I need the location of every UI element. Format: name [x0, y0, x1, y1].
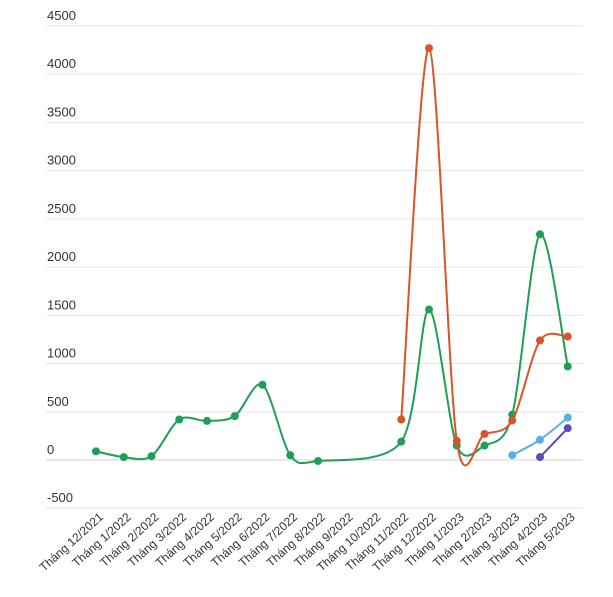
y-tick-label: -500 — [47, 490, 73, 505]
series-line — [400, 47, 568, 467]
y-tick-label: 2000 — [47, 249, 76, 264]
data-point[interactable] — [508, 416, 517, 425]
data-point[interactable] — [563, 362, 572, 371]
data-point[interactable] — [563, 332, 572, 341]
y-tick-label: 4500 — [47, 8, 76, 23]
series-line — [95, 233, 569, 465]
data-point[interactable] — [397, 437, 406, 446]
y-tick-label: 1000 — [47, 346, 76, 361]
y-tick-label: 3500 — [47, 104, 76, 119]
data-point[interactable] — [230, 412, 239, 421]
data-point[interactable] — [258, 380, 267, 389]
series-3 — [508, 413, 572, 460]
data-point[interactable] — [536, 230, 544, 239]
data-point[interactable] — [425, 44, 433, 53]
series-4 — [536, 424, 572, 462]
series-lines — [92, 44, 572, 467]
data-point[interactable] — [119, 453, 128, 462]
data-point[interactable] — [92, 447, 100, 456]
y-tick-label: 0 — [47, 442, 54, 457]
data-point[interactable] — [286, 451, 295, 460]
data-point[interactable] — [480, 429, 489, 438]
data-point[interactable] — [314, 456, 322, 465]
data-point[interactable] — [203, 416, 211, 425]
y-tick-label: 1500 — [47, 297, 76, 312]
data-point[interactable] — [480, 441, 489, 450]
data-point[interactable] — [536, 453, 544, 462]
y-tick-label: 4000 — [47, 56, 76, 71]
y-axis-ticks: -500 0 500 1000 1500 2000 2500 3000 3500 4000 4500 — [47, 8, 76, 505]
y-tick-label: 2500 — [47, 201, 76, 216]
data-point[interactable] — [175, 415, 184, 424]
data-point[interactable] — [452, 436, 461, 445]
data-point[interactable] — [536, 336, 544, 345]
y-tick-label: 3000 — [47, 153, 76, 168]
grid-lines — [46, 25, 583, 509]
y-tick-label: 500 — [47, 394, 69, 409]
data-point[interactable] — [563, 424, 572, 433]
series-2 — [397, 44, 572, 467]
data-point[interactable] — [397, 415, 406, 424]
data-point[interactable] — [147, 452, 156, 461]
data-point[interactable] — [563, 413, 572, 422]
data-point[interactable] — [508, 451, 517, 460]
data-point[interactable] — [536, 435, 544, 444]
series-line — [539, 427, 569, 458]
data-point[interactable] — [425, 305, 433, 314]
series-1 — [92, 230, 572, 465]
